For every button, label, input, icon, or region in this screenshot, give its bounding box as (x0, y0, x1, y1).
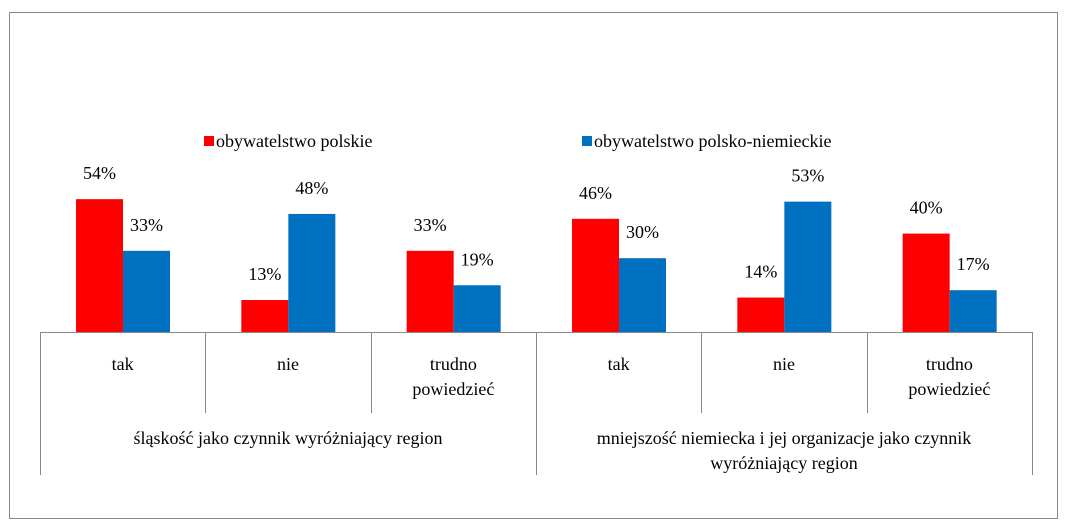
x-tick-label: nie (277, 354, 299, 374)
value-label: 13% (248, 264, 281, 284)
bar (406, 250, 454, 332)
frame (9, 12, 1058, 519)
legend-label: obywatelstwo polsko-niemieckie (594, 131, 831, 151)
value-label: 17% (957, 254, 990, 274)
value-label: 48% (295, 178, 328, 198)
bar (76, 199, 123, 332)
value-label: 33% (130, 215, 163, 235)
bar (241, 300, 289, 332)
value-label: 53% (791, 166, 824, 186)
value-label: 33% (414, 215, 447, 235)
legend-swatch (204, 136, 214, 146)
bar (737, 297, 785, 332)
legend-swatch (582, 136, 592, 146)
x-tick-label: tak (607, 354, 630, 374)
bar (784, 201, 832, 332)
value-label: 46% (579, 183, 612, 203)
bar (572, 218, 619, 332)
x-tick-label: trudno powiedzieć (908, 354, 991, 399)
value-label: 30% (626, 222, 659, 242)
value-label: 19% (461, 249, 494, 269)
bar (619, 258, 666, 332)
x-tick-label: trudno powiedzieć (412, 354, 495, 399)
value-label: 14% (744, 262, 777, 282)
bar (453, 285, 501, 332)
bar (288, 213, 336, 332)
x-tick-label: nie (773, 354, 795, 374)
value-label: 54% (83, 163, 116, 183)
group-label: śląskość jako czynnik wyróżniający regio… (133, 428, 443, 448)
bar (123, 250, 170, 332)
x-tick-label: tak (111, 354, 134, 374)
group-label: mniejszość niemiecka i jej organizacje j… (596, 428, 972, 473)
bar (949, 290, 997, 332)
value-label: 40% (910, 198, 943, 218)
legend-label: obywatelstwo polskie (216, 131, 372, 151)
bar (902, 233, 950, 332)
